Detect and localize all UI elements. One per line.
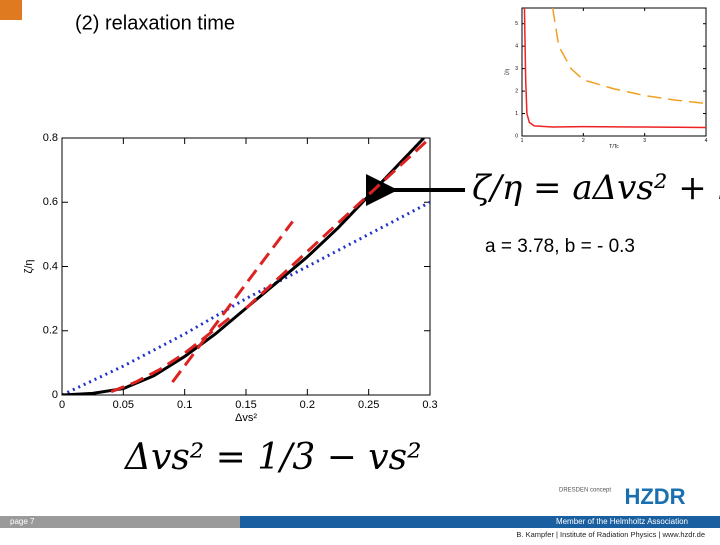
series-line	[523, 8, 706, 129]
x-tick-label: 0	[59, 399, 65, 411]
plot-frame	[521, 7, 707, 137]
series-line	[110, 313, 235, 394]
x-tick-label: 0.2	[300, 399, 315, 411]
slide-title: (2) relaxation time	[75, 12, 235, 34]
series-line	[171, 220, 294, 384]
x-tick-label: 1	[521, 138, 524, 144]
x-tick-label: 3	[643, 138, 646, 144]
y-axis-label: ζ/η	[23, 259, 35, 273]
logo-dresden: DRESDEN concept	[559, 488, 611, 494]
footer-blue	[240, 516, 720, 528]
page-number: page 7	[10, 517, 35, 526]
x-tick-label: 2	[582, 138, 585, 144]
y-tick-label: 1	[515, 111, 518, 117]
corner-square	[0, 0, 22, 20]
y-axis-label: ζ/η	[504, 69, 510, 76]
y-tick-label: 3	[515, 66, 518, 72]
series-line	[62, 200, 430, 395]
series-line	[244, 138, 430, 310]
y-tick-label: 4	[515, 44, 518, 50]
y-tick-label: 0	[52, 389, 58, 401]
footer-text: B. Kampfer | Institute of Radiation Phys…	[516, 530, 705, 539]
x-tick-label: 0.05	[113, 399, 134, 411]
x-axis-label: T/Tc	[609, 144, 619, 150]
x-tick-label: 0.15	[235, 399, 256, 411]
y-tick-label: 0.8	[43, 132, 58, 144]
series-line	[62, 138, 425, 395]
x-tick-label: 4	[705, 138, 708, 144]
plot-frame	[61, 137, 431, 396]
logo-hzdr: HZDR	[624, 484, 685, 509]
series-line	[551, 8, 706, 105]
y-tick-label: 0.6	[43, 196, 58, 208]
x-axis-label: Δvs²	[235, 412, 257, 424]
y-tick-label: 0.4	[43, 260, 58, 272]
y-tick-label: 2	[515, 88, 518, 94]
y-tick-label: 0	[515, 133, 518, 139]
parameters: a = 3.78, b = - 0.3	[485, 236, 635, 257]
y-tick-label: 5	[515, 21, 518, 27]
x-tick-label: 0.1	[177, 399, 192, 411]
footer-gray	[0, 516, 240, 528]
definition: Δvs² = 1/3 − vs²	[123, 437, 422, 478]
x-tick-label: 0.25	[358, 399, 379, 411]
formula: ζ/η = aΔvs² + b	[472, 168, 720, 208]
y-tick-label: 0.2	[43, 325, 58, 337]
member-text: Member of the Helmholtz Association	[556, 517, 688, 526]
x-tick-label: 0.3	[422, 399, 437, 411]
